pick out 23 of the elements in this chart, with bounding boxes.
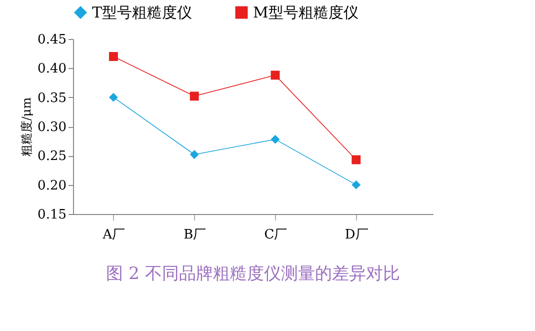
legend-label: M型号粗糙度仪 [253,4,358,22]
legend-label: T型号粗糙度仪 [92,4,192,22]
point [108,52,118,61]
point [352,155,361,164]
x-tick-label: C厂 [264,228,288,242]
point [190,150,199,159]
point [190,92,199,101]
y-axis-title: 粗糙度/μm [20,96,34,157]
y-tick-label: 0.25 [38,149,66,164]
y-tick-label: 0.35 [38,90,66,106]
y-tick-label: 0.30 [38,120,66,135]
point [108,92,118,102]
y-tick-label: 0.40 [38,62,66,77]
y-tick-label: 0.15 [38,208,66,222]
x-tick-label: B厂 [184,228,206,242]
x-tick-label: A厂 [102,228,126,242]
point [352,180,361,190]
y-tick-label: 0.20 [38,178,66,194]
caption: 图 2 不同品牌粗糙度仪测量的差异对比 [106,264,400,284]
x-tick-label: D厂 [344,228,368,242]
y-tick-label: 0.45 [38,32,66,48]
point [270,70,280,80]
point [270,134,280,144]
